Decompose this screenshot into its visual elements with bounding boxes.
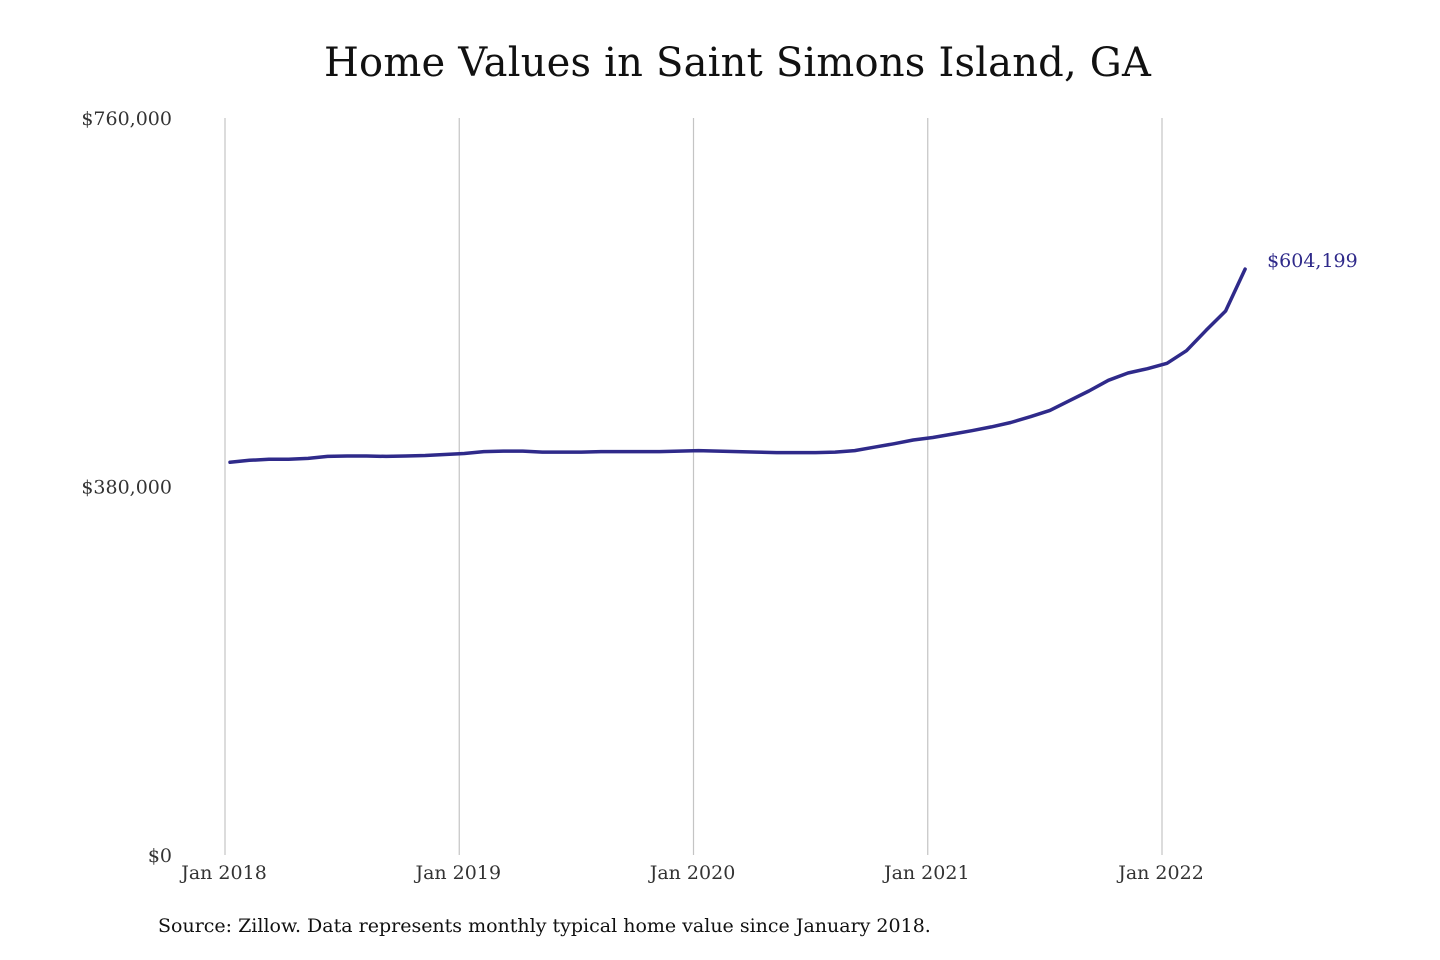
gridlines xyxy=(224,118,1163,855)
chart-title: Home Values in Saint Simons Island, GA xyxy=(323,40,1152,86)
y-axis-tick-labels: $0 $380,000 $760,000 xyxy=(81,108,172,867)
y-tick-label: $760,000 xyxy=(81,108,172,130)
last-value-label: $604,199 xyxy=(1267,250,1358,272)
x-tick-label: Jan 2022 xyxy=(1116,862,1204,884)
x-tick-label: Jan 2018 xyxy=(179,862,267,884)
y-tick-label: $380,000 xyxy=(81,477,172,499)
x-tick-label: Jan 2019 xyxy=(413,862,501,884)
x-tick-label: Jan 2020 xyxy=(648,862,736,884)
x-tick-label: Jan 2021 xyxy=(882,862,970,884)
series-line xyxy=(228,267,1247,465)
series-line-group xyxy=(228,267,1247,465)
source-note: Source: Zillow. Data represents monthly … xyxy=(158,915,931,937)
x-axis-tick-labels: Jan 2018 Jan 2019 Jan 2020 Jan 2021 Jan 2022 xyxy=(179,862,1204,884)
y-tick-label: $0 xyxy=(148,845,172,867)
